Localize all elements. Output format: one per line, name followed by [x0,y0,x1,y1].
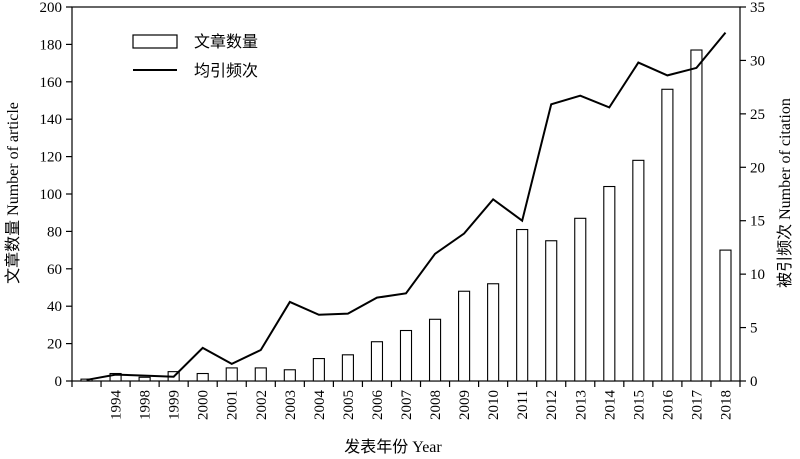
bar [196,372,209,382]
x-tick-label: 2010 [486,390,502,420]
right-tick-label: 20 [750,160,765,176]
x-tick-label: 1994 [109,390,125,421]
x-tick-label: 2004 [312,390,328,421]
left-axis: 0 20 40 60 80 100 120 140 160 180 200 [40,0,72,390]
right-tick-label: 35 [750,0,765,16]
bar [370,341,384,382]
bar [312,358,325,382]
bar [341,354,354,382]
bar [487,283,500,382]
legend: 文章数量 均引频次 [132,33,258,80]
x-tick-label: 2002 [254,390,270,420]
legend-line-label: 均引频次 [194,62,258,80]
bar [109,372,122,382]
bar [283,369,296,382]
legend-bar-swatch [132,34,178,49]
x-tick-label: 2018 [718,390,734,420]
x-tick-label: 2009 [457,390,473,420]
bar [225,367,238,382]
x-tick-label: 1999 [167,390,183,420]
left-tick-label: 140 [40,112,63,128]
right-tick-label: 5 [750,321,758,337]
x-tick-label: 2008 [428,390,444,420]
x-tick-label: 2012 [544,390,560,420]
x-tick-label: 2003 [283,390,299,420]
legend-bar-label: 文章数量 [194,33,258,51]
right-tick-label: 25 [750,107,765,123]
right-tick-label: 15 [750,214,765,230]
left-tick-label: 180 [40,37,63,53]
bar [632,159,645,382]
x-axis: 1994 1998 1999 2000 2001 2002 2003 2004 2005 2006… [71,381,741,421]
bar [254,367,267,382]
x-tick-label: 2014 [602,390,618,421]
bar [428,318,442,382]
right-tick-label: 30 [750,53,765,69]
bar [545,240,558,382]
x-tick-label: 2001 [225,390,241,420]
x-axis-title: 发表年份 Year [344,438,442,456]
left-tick-label: 200 [40,0,63,16]
left-tick-label: 160 [40,75,63,91]
left-tick-label: 120 [40,150,63,166]
bar [603,185,616,382]
x-tick-label: 1998 [138,390,154,420]
right-tick-label: 0 [750,374,758,390]
left-tick-label: 100 [40,187,63,203]
x-tick-label: 2017 [689,390,705,421]
right-axis-title: 被引频次 Number of citation [776,98,794,288]
x-tick-label: 2007 [399,390,415,421]
citation-line [86,32,727,381]
left-axis-title: 文章数量 Number of article [4,102,22,284]
bar [458,290,471,382]
bar [516,228,529,382]
bar [399,329,413,382]
x-tick-label: 2005 [341,390,357,420]
x-tick-label: 2015 [631,390,647,420]
left-tick-label: 40 [47,299,62,315]
left-tick-label: 80 [47,224,62,240]
left-tick-label: 0 [55,374,63,390]
bar [574,217,587,382]
right-tick-label: 10 [750,267,765,283]
bar [661,88,674,382]
x-tick-label: 2011 [515,390,531,419]
x-tick-label: 2013 [573,390,589,420]
x-tick-label: 2006 [370,390,386,421]
x-tick-label: 2016 [660,390,676,421]
right-axis: 0 5 10 15 20 25 30 35 [740,0,765,390]
bar [138,376,151,382]
bar-series [80,49,732,382]
line-series-layer [86,32,727,381]
bar [690,49,703,382]
x-tick-label: 2000 [196,390,212,420]
left-tick-label: 20 [47,337,62,353]
left-tick-label: 60 [47,262,62,278]
bar [719,249,732,382]
